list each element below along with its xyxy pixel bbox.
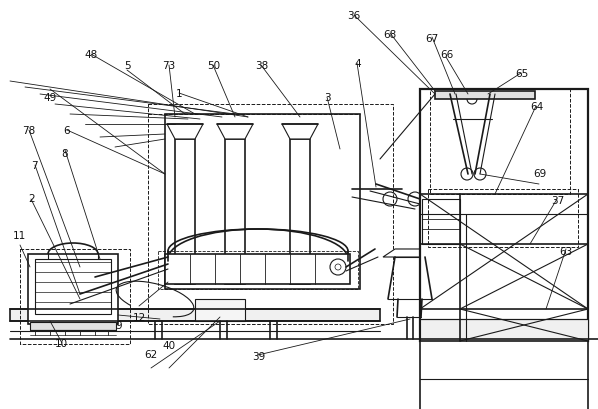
Bar xyxy=(35,259,111,314)
Text: 38: 38 xyxy=(255,61,268,70)
Text: 9: 9 xyxy=(115,320,122,330)
Polygon shape xyxy=(282,125,318,139)
Bar xyxy=(195,299,245,321)
Bar xyxy=(30,322,116,330)
Bar xyxy=(225,139,245,284)
Text: 3: 3 xyxy=(324,93,331,103)
Bar xyxy=(148,105,393,324)
Text: 4: 4 xyxy=(354,58,361,68)
Bar xyxy=(395,249,425,257)
Text: 2: 2 xyxy=(28,193,35,203)
Bar xyxy=(10,309,380,321)
Text: 8: 8 xyxy=(61,148,68,158)
Text: 7: 7 xyxy=(31,161,38,171)
Text: 67: 67 xyxy=(426,34,439,44)
Polygon shape xyxy=(217,125,253,139)
Text: 78: 78 xyxy=(22,126,35,136)
Text: 68: 68 xyxy=(383,30,396,40)
Text: 10: 10 xyxy=(55,339,68,348)
Bar xyxy=(165,115,360,289)
Text: 66: 66 xyxy=(440,50,453,60)
Bar xyxy=(428,189,578,247)
Text: 73: 73 xyxy=(163,61,176,70)
Bar xyxy=(420,90,588,341)
Text: 39: 39 xyxy=(252,351,265,361)
Text: 48: 48 xyxy=(85,50,98,60)
Text: 50: 50 xyxy=(207,61,220,70)
Bar xyxy=(420,341,588,409)
Bar xyxy=(435,92,535,100)
Text: 69: 69 xyxy=(533,169,546,179)
Bar xyxy=(175,139,195,284)
Bar xyxy=(422,200,460,245)
Bar xyxy=(28,254,118,324)
Bar xyxy=(165,254,350,284)
Text: 65: 65 xyxy=(515,69,528,79)
Text: 36: 36 xyxy=(347,11,361,21)
Text: 37: 37 xyxy=(551,196,564,205)
Bar xyxy=(430,90,570,195)
Bar xyxy=(20,249,130,344)
Text: 5: 5 xyxy=(124,61,131,70)
Text: 64: 64 xyxy=(530,101,543,111)
Text: 11: 11 xyxy=(13,230,26,240)
Text: 6: 6 xyxy=(63,126,71,136)
Bar xyxy=(420,319,588,341)
Text: 62: 62 xyxy=(145,349,158,359)
Text: 12: 12 xyxy=(133,312,146,322)
Text: 63: 63 xyxy=(560,247,573,256)
Polygon shape xyxy=(167,125,203,139)
Text: 49: 49 xyxy=(43,93,56,103)
Text: 40: 40 xyxy=(163,341,176,351)
Bar xyxy=(290,139,310,284)
Polygon shape xyxy=(383,249,437,257)
Bar xyxy=(158,252,358,289)
Text: 1: 1 xyxy=(176,89,183,99)
